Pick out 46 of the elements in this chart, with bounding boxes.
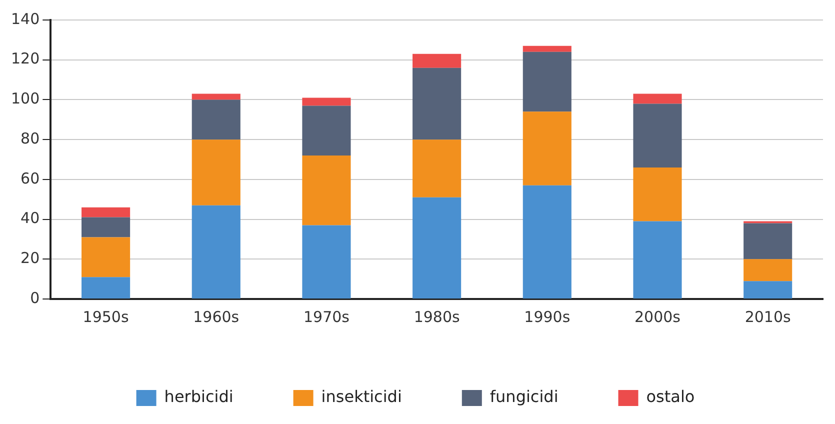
bar [633,221,682,298]
bar [412,140,462,198]
bar [302,225,351,298]
y-tick-label: 80 [20,129,40,148]
bar [744,259,792,282]
x-tick-label: 1990s [524,308,570,326]
legend-label: fungicidi [490,387,558,406]
bar [412,54,462,68]
bar [82,237,130,278]
x-tick-label: 1970s [303,308,350,326]
y-tick-label: 40 [20,209,40,228]
bar [633,94,682,104]
bar [522,52,572,112]
bar [82,277,130,298]
x-tick-label: 2000s [634,308,681,326]
bar [522,112,572,186]
y-tick-label: 60 [20,169,40,188]
y-tick-label: 140 [10,10,40,28]
bar [302,98,351,106]
x-tick-label: 1950s [82,308,129,326]
bar [633,167,682,222]
bar [82,217,130,238]
bar [744,281,792,298]
x-tick-label: 1980s [414,308,460,326]
bar [522,185,572,298]
bar [192,205,240,298]
y-tick-label: 0 [30,288,40,307]
bar [744,223,792,260]
bar [302,156,351,226]
y-tick-label: 120 [10,50,40,68]
bar [192,94,240,100]
bar [192,140,240,206]
bar [192,100,240,140]
legend-label: insekticidi [321,387,402,406]
bar [302,106,351,156]
legend-label: herbicidi [164,387,234,406]
legend-label: ostalo [646,387,695,406]
y-tick-label: 100 [10,90,40,108]
x-tick-label: 2010s [744,308,792,326]
bar [412,197,462,298]
bar [412,68,462,140]
x-tick-label: 1960s [193,308,240,326]
bar [82,207,130,218]
y-tick-label: 20 [20,249,40,268]
bar [633,104,682,168]
bar [522,46,572,52]
